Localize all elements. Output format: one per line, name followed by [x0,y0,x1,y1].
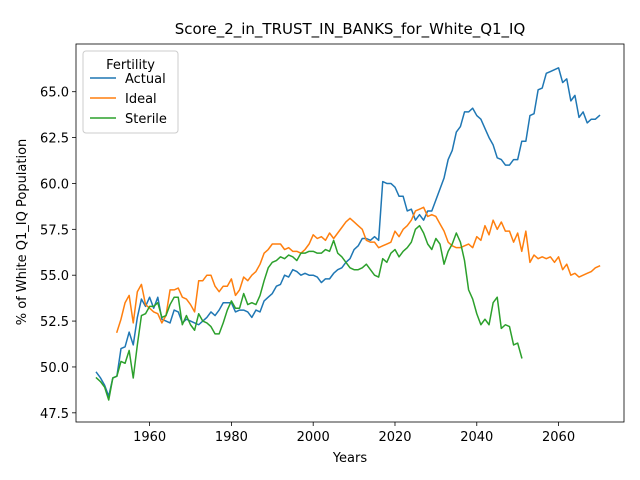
x-axis-label: Years [332,451,368,466]
y-tick-label: 57.5 [40,223,69,238]
y-tick-label: 52.5 [40,315,69,330]
plot-frame [75,43,625,423]
legend-label-actual: Actual [125,72,166,87]
y-tick-label: 47.5 [40,407,69,422]
x-tick-label: 2000 [297,430,330,445]
legend-box [82,50,179,134]
legend-label-ideal: Ideal [125,92,157,107]
series-layer [95,67,601,401]
y-tick-label: 62.5 [40,132,69,147]
legend-label-sterile: Sterile [125,112,167,127]
x-tick-label: 2020 [378,430,411,445]
chart-title: Score_2_in_TRUST_IN_BANKS_for_White_Q1_I… [175,20,526,39]
y-tick-label: 50.0 [40,361,69,376]
x-tick-label: 1980 [215,430,248,445]
y-tick-label: 55.0 [40,269,69,284]
y-axis-label: % of White Q1_IQ Population [15,139,30,326]
x-tick-label: 2060 [542,430,575,445]
series-line-sterile [95,224,523,401]
x-tick-label: 1960 [133,430,166,445]
x-tick-label: 2040 [460,430,493,445]
series-line-actual [95,67,601,398]
axes-layer: 1960 1980 2000 2020 2040 2060 47.5 50.0 52.5 55.0… [40,43,625,445]
y-tick-label: 60.0 [40,177,69,192]
legend-title: Fertility [106,58,155,73]
series-line-ideal [115,206,601,334]
y-tick-label: 65.0 [40,86,69,101]
